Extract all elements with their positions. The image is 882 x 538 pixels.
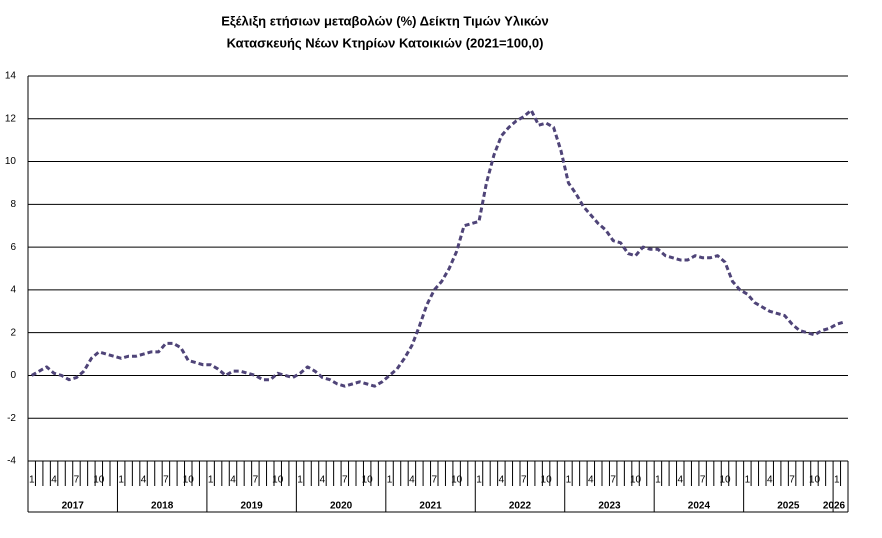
year-label: 2026 xyxy=(823,501,846,512)
x-tick-label: 10 xyxy=(809,475,821,486)
x-tick-label: 7 xyxy=(610,475,616,486)
chart-title: Κατασκευής Νέων Κτηρίων Κατοικιών (2021=… xyxy=(227,35,544,50)
y-tick-label: 6 xyxy=(10,242,16,253)
x-tick-label: 7 xyxy=(74,475,80,486)
x-tick-label: 7 xyxy=(253,475,259,486)
x-tick-label: 7 xyxy=(789,475,795,486)
y-tick-label: -2 xyxy=(7,413,16,424)
x-tick-label: 10 xyxy=(451,475,463,486)
year-label: 2018 xyxy=(151,501,174,512)
x-tick-label: 1 xyxy=(834,475,840,486)
year-label: 2021 xyxy=(419,501,442,512)
y-tick-label: 8 xyxy=(10,199,16,210)
x-tick-label: 1 xyxy=(566,475,572,486)
x-tick-label: 7 xyxy=(163,475,169,486)
y-tick-label: 12 xyxy=(5,113,17,124)
y-tick-label: 4 xyxy=(10,285,16,296)
x-tick-label: 4 xyxy=(320,475,326,486)
year-label: 2023 xyxy=(598,501,621,512)
x-tick-label: 1 xyxy=(387,475,393,486)
data-line xyxy=(30,108,845,388)
x-tick-label: 4 xyxy=(409,475,415,486)
x-tick-label: 4 xyxy=(51,475,57,486)
x-tick-label: 10 xyxy=(541,475,553,486)
x-tick-label: 1 xyxy=(118,475,124,486)
x-tick-label: 7 xyxy=(342,475,348,486)
x-tick-label: 7 xyxy=(700,475,706,486)
y-tick-label: 0 xyxy=(10,370,16,381)
x-tick-label: 4 xyxy=(499,475,505,486)
x-tick-label: 10 xyxy=(362,475,374,486)
x-tick-label: 1 xyxy=(297,475,303,486)
year-label: 2017 xyxy=(62,501,85,512)
year-label: 2024 xyxy=(688,501,711,512)
x-tick-label: 7 xyxy=(431,475,437,486)
x-tick-label: 4 xyxy=(230,475,236,486)
x-tick-label: 1 xyxy=(29,475,35,486)
year-label: 2019 xyxy=(241,501,264,512)
y-tick-label: 10 xyxy=(5,156,17,167)
x-tick-label: 4 xyxy=(677,475,683,486)
x-tick-label: 1 xyxy=(208,475,214,486)
y-tick-label: 2 xyxy=(10,327,16,338)
year-label: 2022 xyxy=(509,501,532,512)
x-tick-label: 1 xyxy=(476,475,482,486)
x-tick-label: 10 xyxy=(93,475,105,486)
x-tick-label: 7 xyxy=(521,475,527,486)
chart-title: Εξέλιξη ετήσιων μεταβολών (%) Δείκτη Τιμ… xyxy=(221,13,549,28)
x-tick-label: 10 xyxy=(719,475,731,486)
x-tick-label: 4 xyxy=(767,475,773,486)
x-tick-label: 10 xyxy=(630,475,642,486)
x-tick-label: 10 xyxy=(183,475,195,486)
x-tick-label: 1 xyxy=(655,475,661,486)
year-label: 2025 xyxy=(777,501,800,512)
y-tick-label: -4 xyxy=(7,456,16,467)
x-tick-label: 4 xyxy=(141,475,147,486)
x-tick-label: 10 xyxy=(272,475,284,486)
y-tick-label: 14 xyxy=(5,71,17,82)
year-label: 2020 xyxy=(330,501,353,512)
x-tick-label: 4 xyxy=(588,475,594,486)
x-tick-label: 1 xyxy=(745,475,751,486)
